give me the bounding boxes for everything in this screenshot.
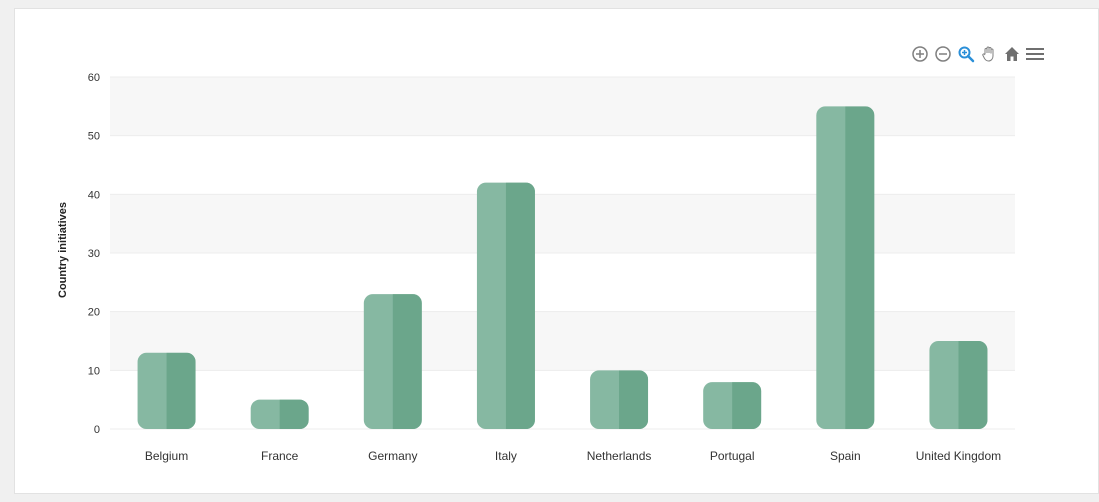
bars xyxy=(137,106,988,429)
bar[interactable] xyxy=(137,352,196,429)
menu-icon[interactable] xyxy=(1025,44,1045,64)
bar-right-half xyxy=(845,106,875,429)
x-tick-label: United Kingdom xyxy=(916,449,1001,463)
x-tick-label: Italy xyxy=(495,449,517,463)
y-tick-label: 0 xyxy=(94,424,100,436)
bar-right-half xyxy=(619,370,649,429)
bar[interactable] xyxy=(250,399,309,429)
grid-band xyxy=(110,311,1015,371)
y-tick-label: 30 xyxy=(88,248,100,260)
bar-right-half xyxy=(279,399,309,429)
bar[interactable] xyxy=(929,341,988,429)
y-tick-label: 10 xyxy=(88,365,100,377)
zoom-out-icon[interactable] xyxy=(933,44,953,64)
pan-hand-icon[interactable] xyxy=(979,44,999,64)
y-tick-label: 40 xyxy=(88,189,100,201)
x-tick-label: Portugal xyxy=(710,449,755,463)
x-tick-label: France xyxy=(261,449,299,463)
x-tick-label: Netherlands xyxy=(587,449,652,463)
bar[interactable] xyxy=(703,382,762,429)
bar-right-half xyxy=(166,352,196,429)
y-tick-label: 50 xyxy=(88,131,100,143)
grid-band xyxy=(110,77,1015,136)
chart-toolbar xyxy=(910,44,1045,64)
grid-band xyxy=(110,194,1015,253)
bar-right-half xyxy=(505,182,535,429)
bar[interactable] xyxy=(816,106,875,429)
reset-home-icon[interactable] xyxy=(1002,44,1022,64)
x-tick-label: Germany xyxy=(368,449,417,463)
grid-bands xyxy=(110,77,1015,371)
y-tick-label: 20 xyxy=(88,307,100,319)
selection-zoom-icon[interactable] xyxy=(956,44,976,64)
x-tick-label: Belgium xyxy=(145,449,188,463)
bar[interactable] xyxy=(476,182,535,429)
x-axis-ticks: Belgium France Germany Italy Netherlands Port… xyxy=(145,449,1001,463)
bar-right-half xyxy=(732,382,762,429)
y-tick-label: 60 xyxy=(88,72,100,84)
bar[interactable] xyxy=(590,370,649,429)
bar[interactable] xyxy=(363,294,422,429)
bar-right-half xyxy=(392,294,422,429)
bar-right-half xyxy=(958,341,988,429)
y-axis-ticks: 0 10 20 30 40 50 60 xyxy=(88,72,100,436)
x-tick-label: Spain xyxy=(830,449,861,463)
zoom-in-icon[interactable] xyxy=(910,44,930,64)
y-axis-title: Country initiatives xyxy=(57,202,69,298)
